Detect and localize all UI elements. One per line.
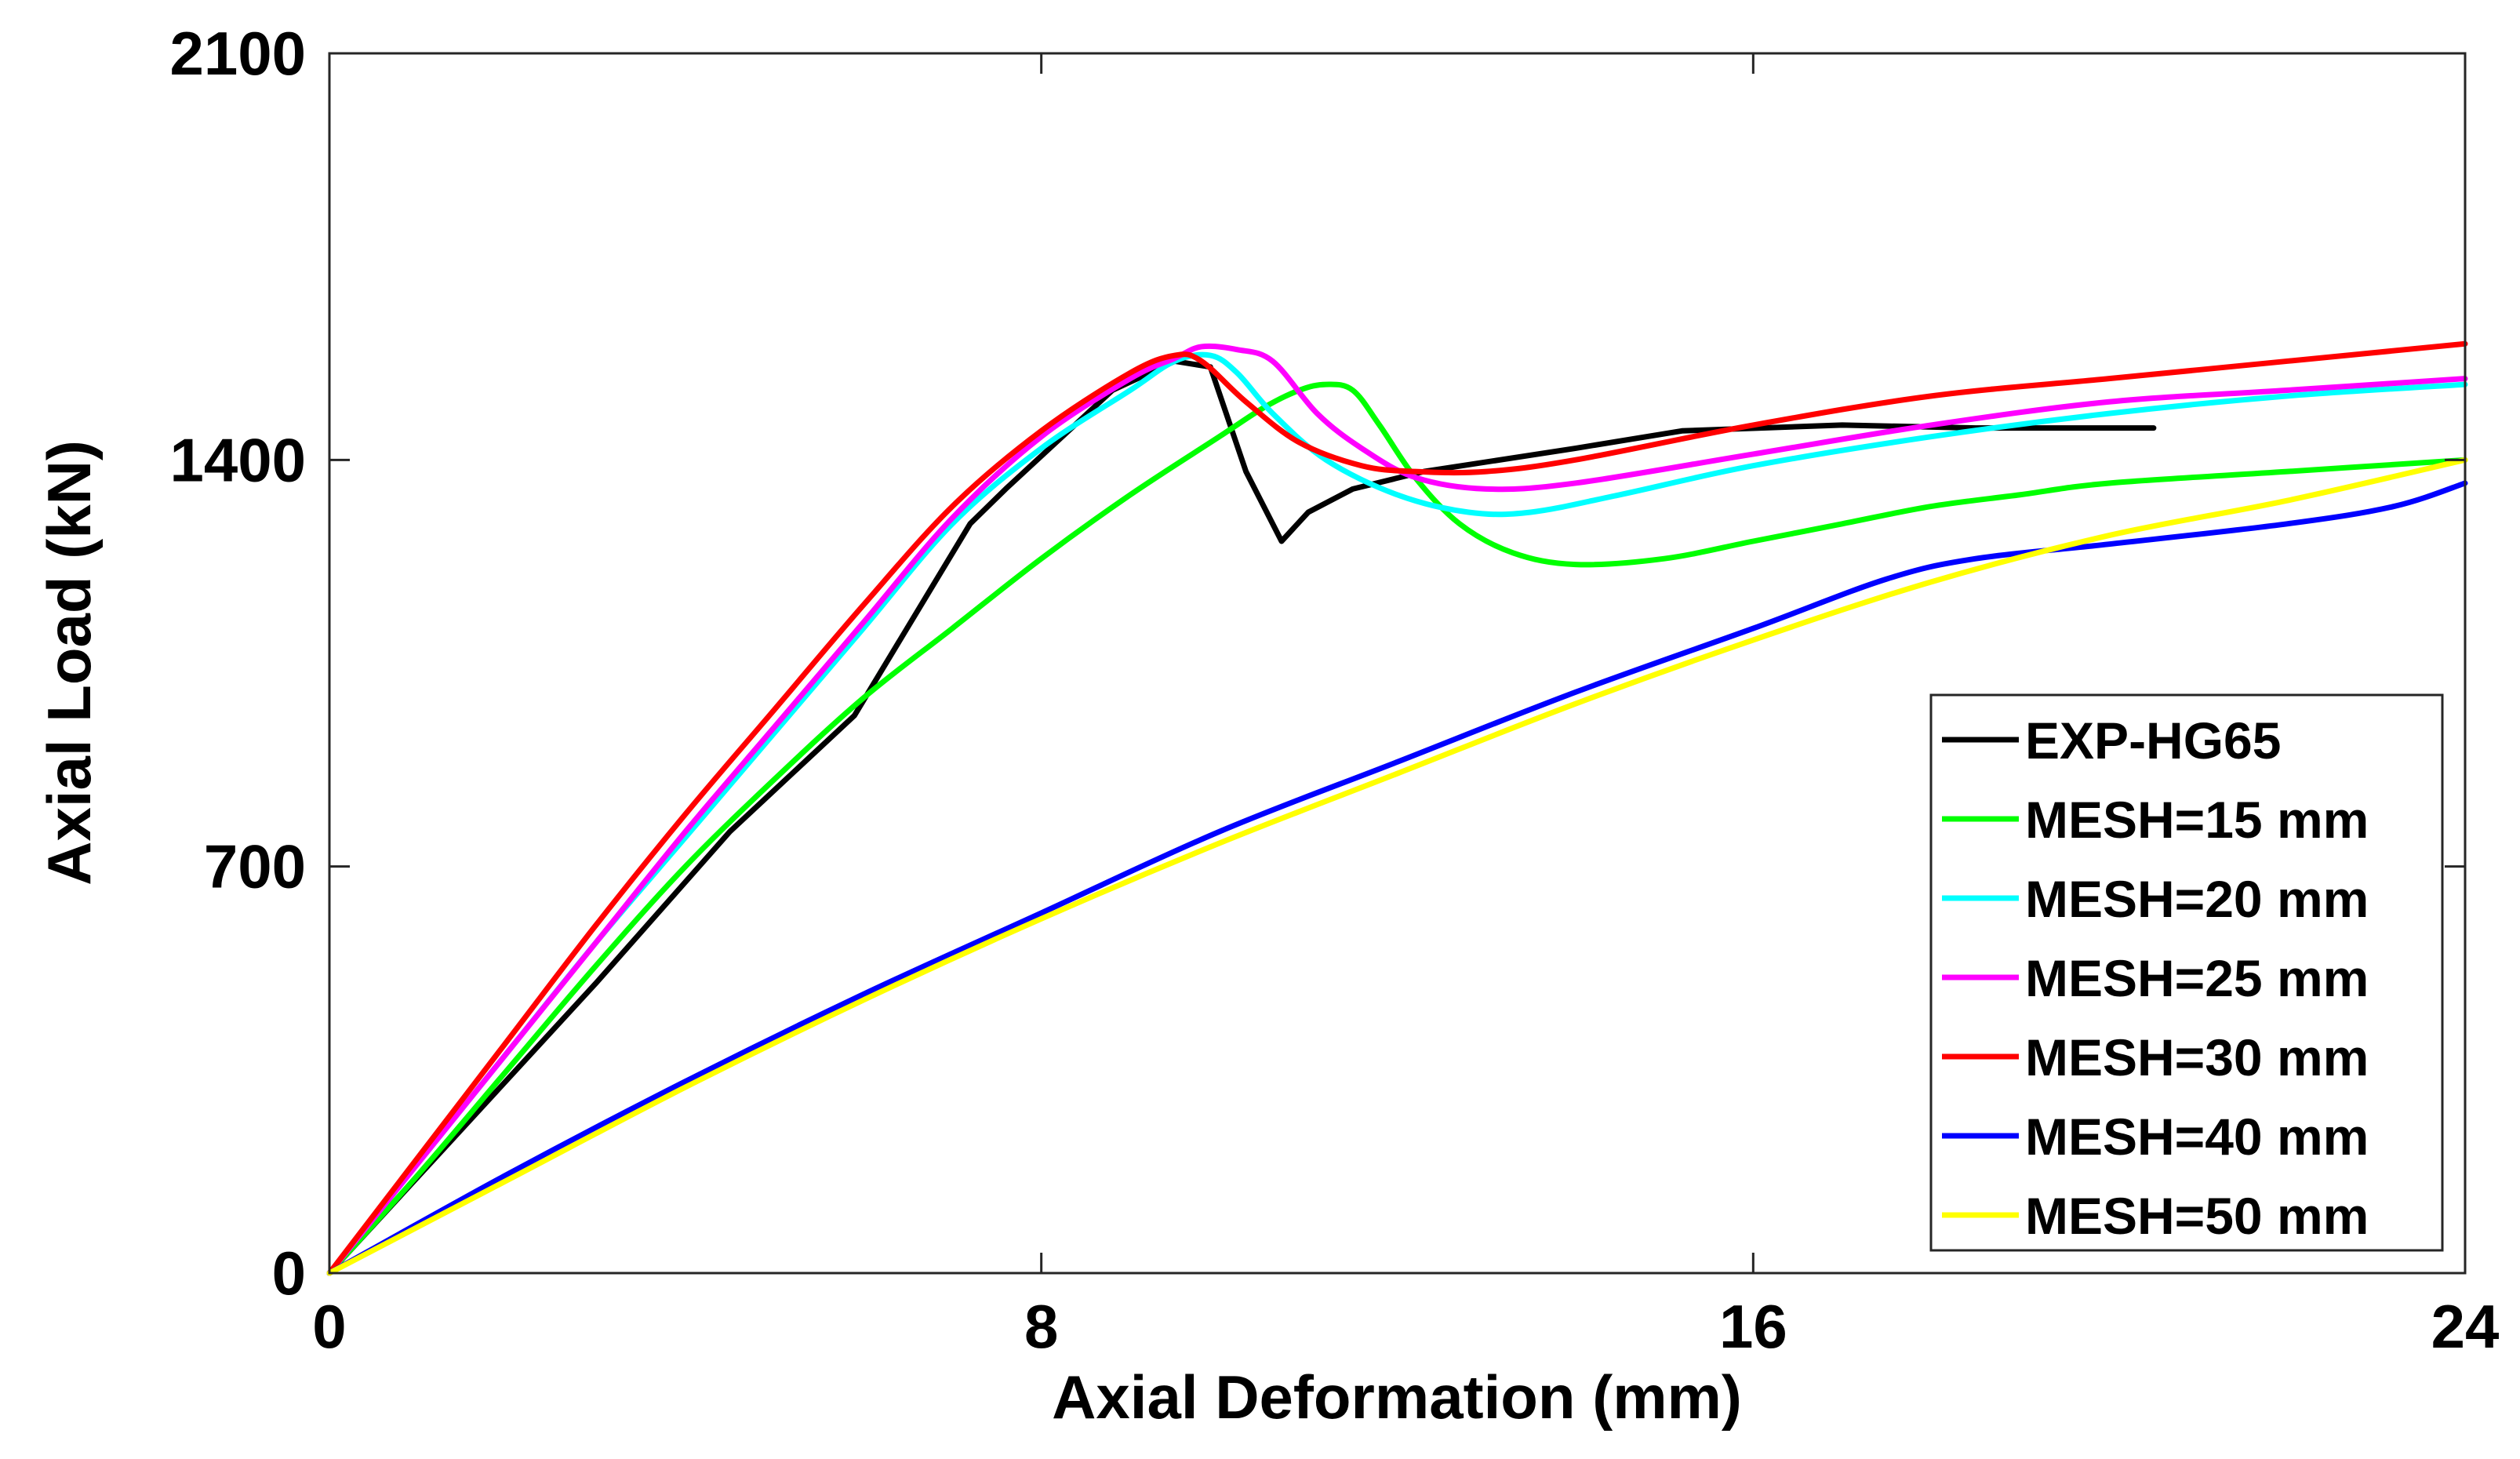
y-tick-label: 2100: [169, 19, 306, 88]
legend-label-mesh-50-mm: MESH=50 mm: [2025, 1187, 2369, 1245]
series-line-exp-hg65: [326, 358, 2157, 1276]
legend-label-mesh-15-mm: MESH=15 mm: [2025, 791, 2369, 849]
legend-label-exp-hg65: EXP-HG65: [2025, 711, 2281, 770]
series-line-mesh-30-mm: [326, 340, 2468, 1276]
series-line-mesh-40-mm: [326, 480, 2468, 1276]
y-tick-label: 700: [204, 832, 306, 901]
series-line-mesh-25-mm: [326, 343, 2468, 1276]
y-axis-label: Axial Load (kN): [35, 440, 104, 886]
legend: EXP-HG65 MESH=15 mm MESH=20 mm MESH=25 mm ME…: [1929, 693, 2444, 1252]
plot-frame: [328, 52, 2467, 1275]
legend-label-mesh-20-mm: MESH=20 mm: [2025, 870, 2369, 928]
legend-label-mesh-30-mm: MESH=30 mm: [2025, 1028, 2369, 1086]
y-tick-label: 0: [272, 1239, 306, 1308]
series-layer: [326, 340, 2468, 1276]
axis-layer: 0 8 16 24 0 700 1400 2100: [169, 19, 2499, 1361]
legend-label-mesh-25-mm: MESH=25 mm: [2025, 949, 2369, 1007]
series-line-mesh-50-mm: [326, 457, 2468, 1276]
x-axis-label: Axial Deformation (mm): [1052, 1363, 1742, 1432]
y-tick-label: 1400: [169, 425, 306, 494]
x-tick-label: 0: [312, 1292, 346, 1361]
series-line-mesh-15-mm: [326, 381, 2468, 1276]
x-tick-label: 8: [1024, 1292, 1058, 1361]
x-tick-label: 16: [1719, 1292, 1787, 1361]
x-tick-label: 24: [2431, 1292, 2500, 1361]
legend-box: [1929, 693, 2444, 1252]
legend-label-mesh-40-mm: MESH=40 mm: [2025, 1108, 2369, 1166]
